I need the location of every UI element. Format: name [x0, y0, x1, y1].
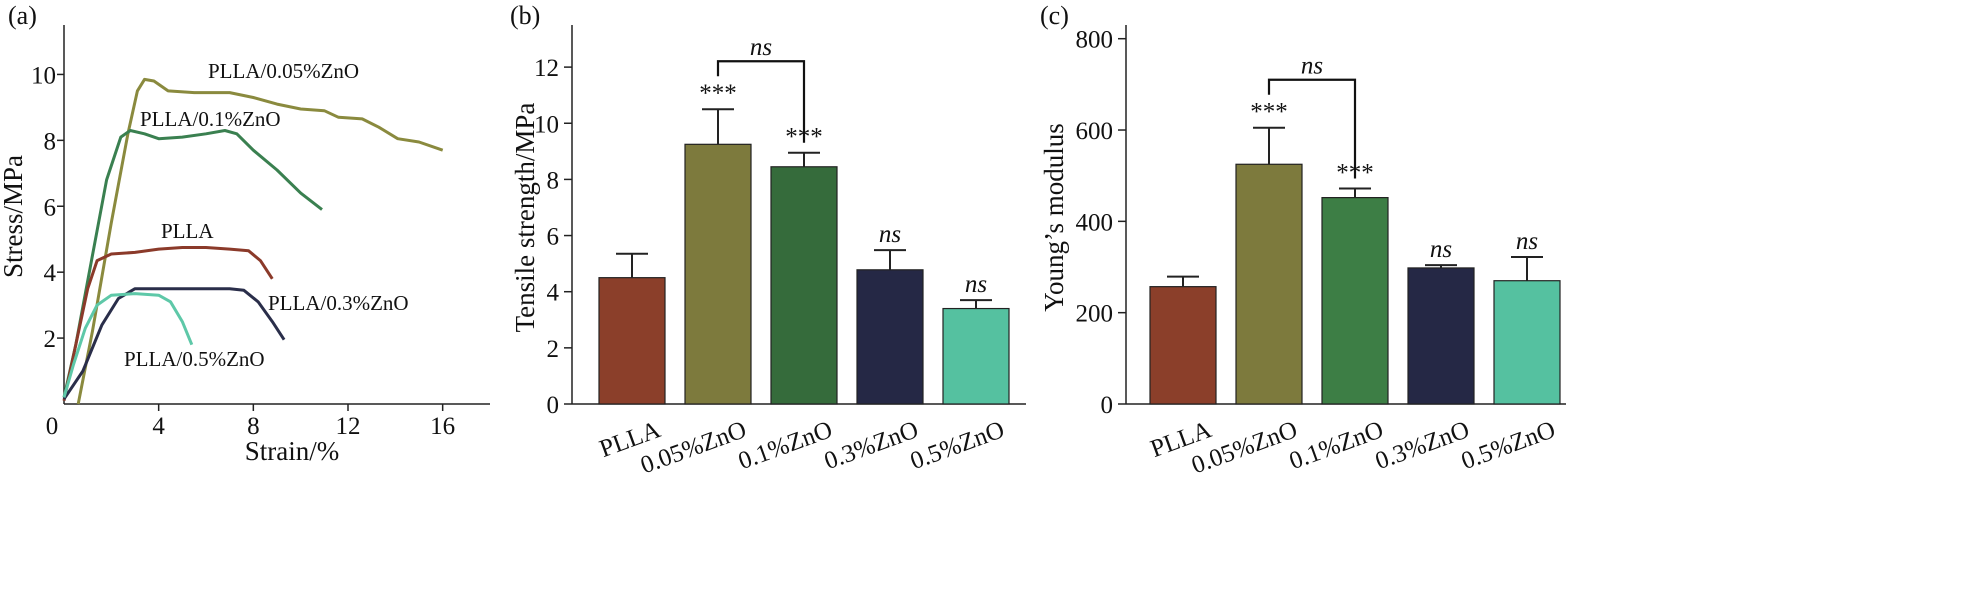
x-axis-title-a: Strain/%: [245, 436, 340, 466]
category-label-0-5-zno: 0.5%ZnO: [907, 416, 1008, 475]
significance-0-5-zno: ns: [965, 271, 987, 298]
bar-0-5-zno: [1493, 280, 1561, 405]
y-tick-label-c: 600: [1076, 118, 1114, 145]
series-label-plla-0-5-zno: PLLA/0.5%ZnO: [124, 347, 265, 371]
bar-plla: [598, 277, 666, 405]
y-tick-label-c: 800: [1076, 27, 1114, 54]
bar-0-3-zno: [856, 269, 924, 405]
y-tick-label-c: 0: [1101, 392, 1114, 419]
bar-0-1-zno: [770, 166, 838, 405]
y-axis-title-b: Tensile strength/MPa: [510, 103, 540, 333]
series-label-plla-0-1-zno: PLLA/0.1%ZnO: [140, 107, 281, 131]
y-tick-label-b: 8: [547, 167, 560, 194]
y-tick-label-c: 200: [1076, 301, 1114, 328]
comparison-bracket-label-c: ns: [1301, 53, 1323, 80]
comparison-bracket-label-b: ns: [750, 34, 772, 61]
comparison-bracket-c: [1267, 78, 1357, 179]
panel-label-c: (c): [1040, 1, 1069, 30]
y-tick-label-a: 6: [44, 194, 57, 221]
y-tick-label-a: 4: [44, 260, 57, 287]
bar-0-1-zno: [1321, 197, 1389, 405]
y-tick-label-b: 6: [547, 224, 560, 251]
series-label-plla-0-05-zno: PLLA/0.05%ZnO: [208, 59, 359, 83]
panel-label-b: (b): [510, 1, 540, 30]
y-axis-title-c: Young’s modulus: [1039, 123, 1069, 312]
panel-a: (a) 2 4 6 8 10 0 4 8 12 16 Strain/% Stress/MPa PLLA/0…: [0, 1, 490, 466]
significance-0-3-zno: ns: [1430, 236, 1452, 263]
y-axis-title-a: Stress/MPa: [0, 155, 28, 278]
significance-0-5-zno: ns: [1516, 228, 1538, 255]
y-tick-label-b: 10: [534, 111, 559, 138]
category-label-0-3-zno: 0.3%ZnO: [821, 416, 922, 475]
series-label-plla-0-3-zno: PLLA/0.3%ZnO: [268, 291, 409, 315]
significance-0-3-zno: ns: [879, 221, 901, 248]
y-tick-label-b: 0: [547, 392, 560, 419]
series-line-plla-0-05-zno: [76, 77, 444, 405]
series-line-plla: [62, 246, 274, 402]
bar-0-5-zno: [942, 307, 1010, 405]
x-tick-label-a: 4: [152, 413, 165, 440]
x-tick-label-a: 12: [336, 413, 361, 440]
series-line-plla-0-1-zno: [62, 129, 323, 398]
x-tick-label-a: 8: [247, 413, 260, 440]
y-tick-label-b: 4: [547, 280, 560, 307]
y-tick-label-a: 8: [44, 128, 57, 155]
x-tick-label-a: 16: [430, 413, 455, 440]
y-tick-label-b: 12: [534, 55, 559, 82]
category-label-0-5-zno: 0.5%ZnO: [1458, 416, 1559, 475]
series-line-plla-0-3-zno: [62, 287, 286, 400]
y-tick-label-a: 2: [44, 326, 57, 353]
comparison-bracket-b: [716, 60, 806, 143]
x-tick-label-a: 0: [46, 413, 59, 440]
bar-0-3-zno: [1407, 267, 1475, 405]
y-tick-label-a: 10: [31, 62, 56, 89]
significance-0-05-zno: ***: [699, 80, 737, 107]
category-label-0-1-zno: 0.1%ZnO: [735, 416, 836, 475]
series-line-plla-0-5-zno: [62, 292, 194, 398]
category-label-0-1-zno: 0.1%ZnO: [1286, 416, 1387, 475]
significance-0-05-zno: ***: [1250, 99, 1288, 126]
y-tick-label-b: 2: [547, 336, 560, 363]
bar-0-05-zno: [1235, 163, 1303, 405]
y-tick-label-c: 400: [1076, 209, 1114, 236]
panel-label-a: (a): [8, 1, 37, 30]
bar-0-05-zno: [684, 143, 752, 405]
series-label-plla: PLLA: [161, 219, 214, 243]
category-label-0-3-zno: 0.3%ZnO: [1372, 416, 1473, 475]
bar-plla: [1149, 286, 1217, 405]
